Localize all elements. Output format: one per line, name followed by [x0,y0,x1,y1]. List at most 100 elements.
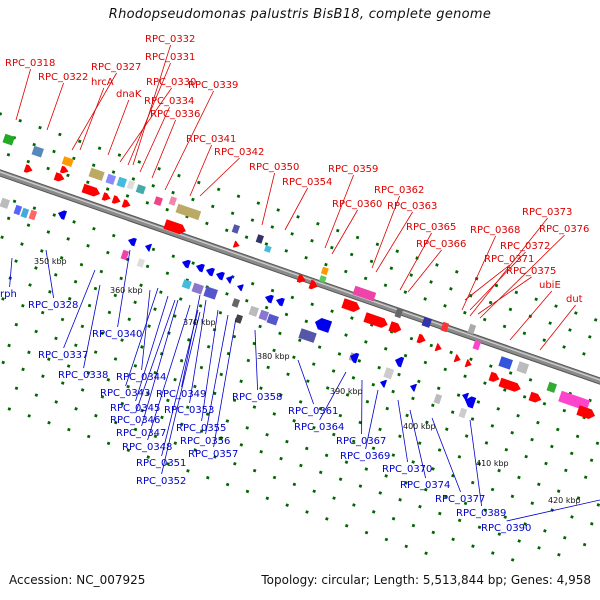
forward-label-leader [469,217,548,317]
forward-tick [117,153,122,157]
reverse-tick [258,324,262,329]
reverse-tick [397,372,401,377]
reverse-tick [146,391,150,396]
reverse-tick [145,264,150,269]
reverse-gene-arrow [350,352,360,364]
reverse-tick [225,292,229,296]
reverse-label-leader [9,257,13,288]
reverse-tick [206,344,211,349]
feature-block [558,390,591,411]
reverse-tick [299,463,303,468]
reverse-gene-block [20,207,30,219]
reverse-gene-arrow [182,259,191,269]
reverse-tick [191,261,195,265]
reverse-tick [233,461,237,466]
reverse-tick [451,537,455,542]
feature-arrow [464,359,472,368]
forward-tick [244,235,249,239]
reverse-tick [232,398,237,402]
forward-gene-label: RPC_0366 [416,239,466,250]
reverse-tick [219,372,224,377]
reverse-label-leader [125,287,159,387]
reverse-tick [270,288,275,293]
reverse-tick [371,446,376,451]
reverse-gene-block [258,309,270,321]
reverse-tick [111,233,116,238]
reverse-gene-block [120,249,130,261]
reverse-tick [218,310,223,315]
reverse-tick [364,467,369,471]
reverse-tick [6,216,11,221]
forward-tick [554,304,558,308]
reverse-tick [265,432,269,437]
forward-tick [66,173,70,178]
forward-gene-arrow [296,274,306,283]
reverse-tick [259,449,263,454]
reverse-tick [60,317,65,322]
feature-block [298,328,317,343]
reverse-tick [87,303,92,308]
forward-gene-label: RPC_0371 [484,254,534,265]
reverse-tick [423,360,428,365]
reverse-gene-label: RPC_0369 [340,451,390,462]
reverse-tick [139,283,143,288]
forward-gene-label: RPC_0339 [188,80,238,91]
reverse-tick [431,530,436,535]
forward-gene-arrow [101,192,111,201]
reverse-gene-arrow [276,297,285,307]
feature-arrow [196,263,205,273]
forward-label-leader [151,119,176,179]
reverse-label-leader [161,311,201,475]
forward-gene-label: RPC_0372 [500,241,550,252]
reverse-tick [106,441,111,446]
forward-tick [582,352,586,356]
forward-tick [316,221,320,226]
feature-arrow [488,371,500,382]
forward-gene-arrow [121,199,131,208]
reverse-tick [252,341,256,346]
reverse-tick [409,336,414,341]
forward-gene-arrow [163,219,186,235]
forward-tick [111,170,116,174]
reverse-tick [47,357,51,361]
forward-label-leader [375,211,413,273]
reverse-tick [160,415,164,420]
forward-label-leader [132,44,171,166]
reverse-tick [113,420,118,425]
reverse-tick [371,382,376,387]
reverse-gene-label: RPC_0352 [136,476,186,487]
reverse-tick [284,312,289,317]
reverse-tick [304,319,309,324]
feature-block [319,275,327,283]
reverse-label-leader [135,299,176,414]
reverse-tick [133,427,138,432]
feature-block [153,196,163,207]
feature-arrow [350,352,360,364]
forward-label-leader [284,187,308,231]
feature-arrow [308,279,318,290]
reverse-tick [106,378,111,382]
feature-block [516,361,530,374]
feature-block [264,245,272,253]
feature-block [175,203,202,221]
forward-tick [449,287,453,291]
forward-gene-block [88,167,105,181]
reverse-tick [365,399,370,404]
reverse-tick [504,448,509,452]
feature-arrow [315,317,333,333]
reverse-tick [522,395,527,399]
reverse-tick [292,355,296,360]
reverse-tick [589,458,594,463]
reverse-tick [1,360,5,365]
forward-tick [236,194,241,199]
feature-block [352,285,377,302]
forward-gene-arrow [111,195,121,204]
reverse-gene-block [433,393,443,405]
reverse-label-leader [201,309,219,422]
forward-gene-block [31,145,44,158]
feature-block [498,356,513,370]
forward-tick [562,345,566,349]
label-line-layer [9,44,600,522]
reverse-tick [250,281,255,286]
reverse-tick [411,396,415,401]
